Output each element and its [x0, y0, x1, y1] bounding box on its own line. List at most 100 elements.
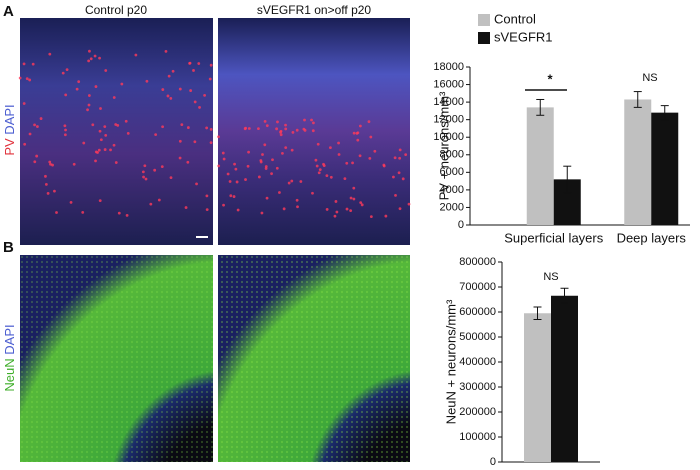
cell-dot [295, 128, 299, 132]
cell-dot [222, 203, 225, 207]
error-bar [536, 98, 545, 116]
cell-dot [208, 77, 212, 81]
cell-dot [18, 76, 22, 80]
stain-label: PV DAPI [2, 104, 17, 155]
cell-dot [328, 146, 332, 150]
cell-dot [98, 129, 102, 133]
cell-dot [166, 94, 170, 98]
cell-dot [198, 106, 201, 109]
cell-dot [97, 148, 101, 152]
cell-dot [141, 170, 145, 174]
image [20, 18, 213, 245]
cell-dot [369, 215, 373, 218]
cell-dot [46, 191, 50, 195]
column-title: sVEGFR1 on>off p20 [257, 3, 372, 17]
cell-dot [257, 175, 261, 179]
y-tick-label: 12000 [433, 114, 464, 126]
legend-label: Control [494, 11, 536, 26]
cell-dot [384, 214, 388, 218]
cell-dot [244, 178, 247, 181]
bar [651, 112, 679, 225]
cell-dot [91, 123, 95, 127]
cell-dot [329, 175, 333, 179]
cell-dot [276, 120, 279, 124]
legend-swatch [478, 14, 490, 26]
cell-dot [53, 189, 56, 193]
cell-dot [221, 151, 225, 155]
cell-dot [117, 211, 121, 215]
cell-dot [351, 161, 354, 165]
cell-dot [81, 210, 85, 214]
cell-dot [153, 168, 157, 172]
cell-dot [193, 100, 197, 104]
cell-dot [369, 135, 373, 139]
cell-dot [99, 138, 103, 142]
cell-dot [93, 54, 97, 58]
cell-dot [28, 132, 32, 136]
cell-dot [290, 148, 294, 152]
cell-dot [302, 127, 306, 131]
cell-dot [88, 49, 91, 53]
cell-dot [397, 171, 401, 175]
cell-dot [235, 180, 239, 184]
cell-dot [317, 171, 321, 175]
cell-dot [77, 80, 81, 84]
cell-dot [281, 151, 284, 155]
y-tick-label: 300000 [459, 381, 496, 393]
cell-dot [295, 198, 299, 202]
y-tick-label: 800000 [459, 256, 496, 268]
cell-dot [61, 71, 65, 75]
cell-dot [284, 127, 288, 131]
y-tick-label: 0 [458, 219, 464, 231]
cell-dot [209, 63, 213, 67]
cell-dot [98, 56, 101, 60]
cell-dot [94, 85, 98, 88]
cell-dot [86, 108, 89, 112]
cell-dot [325, 174, 329, 178]
cell-dot [284, 146, 288, 150]
cell-dot [382, 164, 386, 168]
cell-dot [407, 202, 411, 206]
cell-dot [89, 57, 93, 61]
y-tick-label: 10000 [433, 131, 464, 143]
cell-dot [28, 78, 32, 82]
y-axis-label: NeuN + neurons/mm³ [443, 299, 458, 424]
cell-dot [82, 141, 86, 145]
cell-dot [193, 140, 197, 144]
cell-dot [114, 161, 118, 164]
y-tick-label: 200000 [459, 406, 496, 418]
cell-dot [157, 198, 161, 202]
cell-dot [356, 138, 360, 142]
image-texture [20, 255, 213, 462]
cell-dot [112, 96, 116, 99]
cell-dot [275, 166, 279, 170]
cell-dot [398, 156, 402, 160]
cell-dot [314, 158, 318, 162]
cell-dot [398, 148, 402, 152]
cell-dot [355, 132, 359, 135]
cell-dot [51, 163, 54, 167]
cell-dot [333, 214, 337, 218]
cell-dot [209, 127, 213, 131]
cell-dot [112, 143, 116, 147]
cell-dot [232, 195, 236, 198]
cell-dot [247, 127, 251, 130]
cell-dot [311, 129, 315, 133]
cell-dot [401, 177, 405, 181]
cell-dot [303, 118, 306, 122]
cell-dot [311, 191, 314, 195]
cell-dot [55, 211, 58, 214]
cell-dot [72, 162, 76, 166]
cell-dot [87, 59, 91, 63]
annotation: * [547, 71, 553, 86]
error-bar [660, 105, 669, 121]
cell-dot [99, 107, 102, 110]
error-bar [560, 287, 569, 304]
cell-dot [184, 206, 188, 209]
cell-dot [393, 156, 397, 160]
cell-dot [205, 126, 209, 130]
cell-dot [359, 201, 363, 205]
cell-dot [322, 162, 325, 166]
cell-dot [264, 167, 268, 170]
cell-dot [22, 102, 26, 105]
